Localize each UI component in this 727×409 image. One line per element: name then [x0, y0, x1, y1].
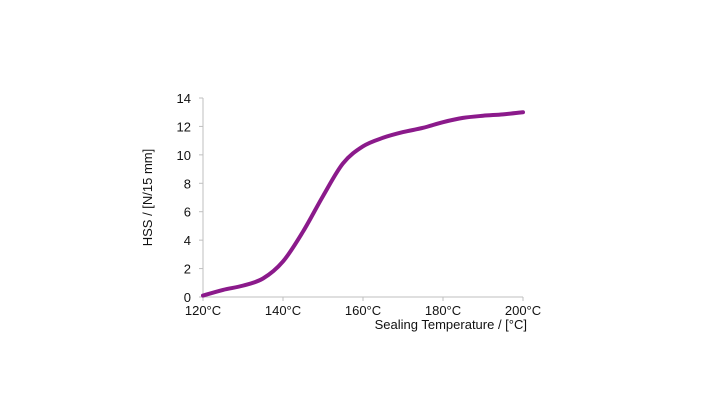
y-tick-label: 0 — [184, 290, 191, 305]
x-axis-ticks: 120°C 140°C 160°C 180°C 200°C — [185, 297, 541, 318]
y-tick-label: 6 — [184, 205, 191, 220]
y-axis-title: HSS / [N/15 mm] — [140, 149, 155, 247]
y-axis-ticks: 0 2 4 6 8 10 12 14 — [177, 91, 203, 305]
y-tick-label: 8 — [184, 176, 191, 191]
x-tick-label: 120°C — [185, 303, 221, 318]
x-axis-title: Sealing Temperature / [°C] — [375, 317, 527, 332]
x-tick-label: 140°C — [265, 303, 301, 318]
series-layer — [201, 110, 525, 298]
x-tick-label: 200°C — [505, 303, 541, 318]
y-tick-label: 12 — [177, 119, 191, 134]
y-tick-label: 4 — [184, 233, 191, 248]
y-tick-label: 2 — [184, 262, 191, 277]
x-tick-label: 160°C — [345, 303, 381, 318]
x-tick-label: 180°C — [425, 303, 461, 318]
axes — [202, 98, 523, 298]
y-tick-label: 14 — [177, 91, 191, 106]
hss-series-line — [201, 110, 525, 298]
y-tick-label: 10 — [177, 148, 191, 163]
